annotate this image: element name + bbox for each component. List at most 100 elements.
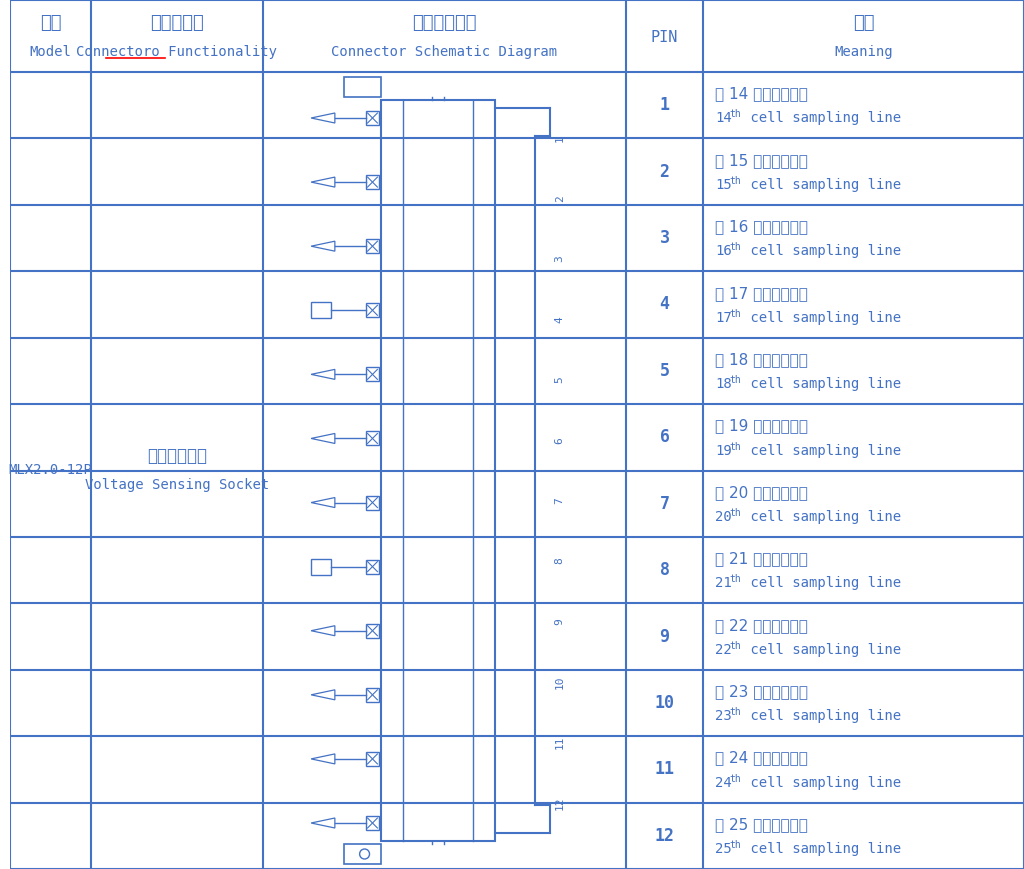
Bar — [311, 559, 331, 574]
Bar — [366, 560, 380, 574]
Text: 22: 22 — [715, 643, 732, 657]
Text: cell sampling line: cell sampling line — [742, 244, 901, 258]
Bar — [366, 624, 380, 638]
Text: 第 23 节电池采样线: 第 23 节电池采样线 — [715, 684, 808, 700]
Text: 10: 10 — [654, 694, 675, 712]
Text: 15: 15 — [715, 178, 732, 192]
Text: 第 24 节电池采样线: 第 24 节电池采样线 — [715, 751, 808, 766]
Text: 7: 7 — [555, 497, 564, 504]
Text: 20: 20 — [715, 510, 732, 524]
Text: cell sampling line: cell sampling line — [742, 178, 901, 192]
Text: th: th — [729, 176, 741, 186]
Text: th: th — [729, 308, 741, 319]
Text: cell sampling line: cell sampling line — [742, 111, 901, 125]
Text: cell sampling line: cell sampling line — [742, 510, 901, 524]
Text: 含义: 含义 — [853, 14, 874, 32]
Text: 24: 24 — [715, 776, 732, 790]
Text: 3: 3 — [555, 255, 564, 262]
Text: 25: 25 — [715, 842, 732, 856]
Text: 第 20 节电池采样线: 第 20 节电池采样线 — [715, 485, 808, 500]
Text: cell sampling line: cell sampling line — [742, 842, 901, 856]
Text: 23: 23 — [715, 709, 732, 723]
Text: cell sampling line: cell sampling line — [742, 377, 901, 391]
Text: th: th — [729, 840, 741, 850]
Text: 16: 16 — [715, 244, 732, 258]
Text: Meaning: Meaning — [835, 45, 893, 59]
Bar — [366, 495, 380, 509]
Text: 1: 1 — [555, 135, 564, 142]
Bar — [366, 431, 380, 446]
Text: th: th — [729, 242, 741, 252]
Text: 4: 4 — [555, 316, 564, 322]
Bar — [366, 752, 380, 766]
Text: 3: 3 — [659, 229, 670, 247]
Text: 第 15 节电池采样线: 第 15 节电池采样线 — [715, 153, 808, 168]
Text: Connector Schematic Diagram: Connector Schematic Diagram — [331, 45, 557, 59]
Text: 2: 2 — [555, 196, 564, 202]
Text: 5: 5 — [659, 362, 670, 380]
Text: 第 16 节电池采样线: 第 16 节电池采样线 — [715, 219, 808, 235]
Text: th: th — [729, 773, 741, 784]
Text: Connectoro Functionality: Connectoro Functionality — [77, 45, 278, 59]
Text: cell sampling line: cell sampling line — [742, 776, 901, 790]
Text: th: th — [729, 109, 741, 120]
Text: 12: 12 — [654, 826, 675, 845]
Text: 第 21 节电池采样线: 第 21 节电池采样线 — [715, 551, 808, 567]
Text: Voltage Sensing Socket: Voltage Sensing Socket — [85, 477, 269, 492]
Text: cell sampling line: cell sampling line — [742, 311, 901, 325]
Text: 7: 7 — [659, 494, 670, 513]
Text: 6: 6 — [659, 428, 670, 447]
Text: 19: 19 — [715, 443, 732, 458]
Text: 9: 9 — [659, 627, 670, 646]
Text: 4: 4 — [659, 295, 670, 314]
Bar — [366, 239, 380, 253]
Text: cell sampling line: cell sampling line — [742, 643, 901, 657]
Text: th: th — [729, 574, 741, 585]
Bar — [344, 844, 381, 864]
Text: MLX2.0-12P: MLX2.0-12P — [9, 463, 92, 477]
Text: 8: 8 — [555, 558, 564, 565]
Text: 17: 17 — [715, 311, 732, 325]
Text: 14: 14 — [715, 111, 732, 125]
Text: 9: 9 — [555, 618, 564, 625]
Text: 第 18 节电池采样线: 第 18 节电池采样线 — [715, 352, 808, 367]
Text: 5: 5 — [555, 376, 564, 383]
Bar — [366, 368, 380, 381]
Bar — [366, 303, 380, 317]
Text: cell sampling line: cell sampling line — [742, 709, 901, 723]
Text: 8: 8 — [659, 561, 670, 579]
Text: th: th — [729, 707, 741, 717]
Text: Model: Model — [30, 45, 72, 59]
Text: 10: 10 — [555, 675, 564, 689]
Bar — [311, 302, 331, 318]
Text: 2: 2 — [659, 163, 670, 181]
Bar — [366, 688, 380, 702]
Text: cell sampling line: cell sampling line — [742, 576, 901, 590]
Text: th: th — [729, 441, 741, 452]
Text: 型号: 型号 — [40, 14, 61, 32]
Text: cell sampling line: cell sampling line — [742, 443, 901, 458]
Text: 接插件功能: 接插件功能 — [151, 14, 204, 32]
Text: th: th — [729, 508, 741, 518]
Text: 21: 21 — [715, 576, 732, 590]
Text: 6: 6 — [555, 437, 564, 444]
Bar — [366, 816, 380, 830]
Bar — [366, 175, 380, 189]
Text: 11: 11 — [555, 736, 564, 749]
Text: 11: 11 — [654, 760, 675, 779]
Text: 第 14 节电池采样线: 第 14 节电池采样线 — [715, 86, 808, 102]
Text: 18: 18 — [715, 377, 732, 391]
Bar — [344, 77, 381, 97]
Text: th: th — [729, 375, 741, 385]
Text: 接插件示意图: 接插件示意图 — [412, 14, 476, 32]
Text: 12: 12 — [555, 796, 564, 810]
Text: 第 25 节电池采样线: 第 25 节电池采样线 — [715, 817, 808, 832]
Bar — [366, 111, 380, 125]
Text: th: th — [729, 640, 741, 651]
Text: 第 22 节电池采样线: 第 22 节电池采样线 — [715, 618, 808, 633]
Text: 电压采集插座: 电压采集插座 — [146, 448, 207, 466]
Text: PIN: PIN — [651, 30, 678, 45]
Text: 第 17 节电池采样线: 第 17 节电池采样线 — [715, 286, 808, 301]
Text: 第 19 节电池采样线: 第 19 节电池采样线 — [715, 419, 808, 434]
Text: 1: 1 — [659, 96, 670, 114]
